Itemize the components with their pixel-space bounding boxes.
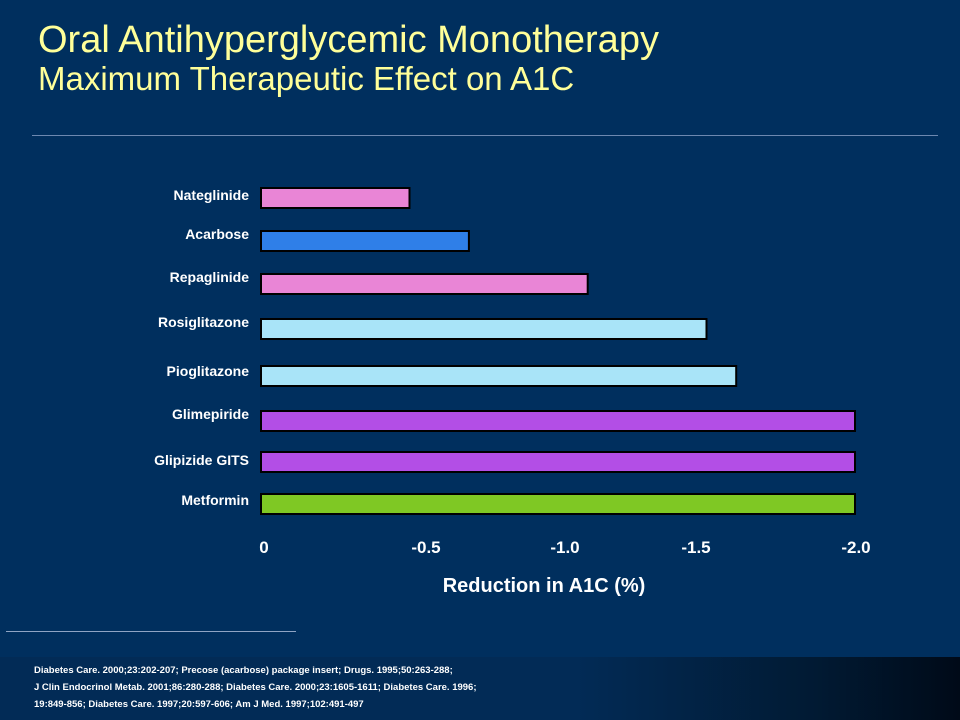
tick-label: 0 xyxy=(259,538,268,557)
bar-glimepiride xyxy=(260,410,856,432)
category-label: Repaglinide xyxy=(170,269,250,285)
slide-title: Oral Antihyperglycemic Monotherapy Maxim… xyxy=(38,19,659,98)
category-label: Nateglinide xyxy=(174,187,250,203)
bar-metformin xyxy=(260,493,856,515)
bar-pioglitazone xyxy=(260,365,738,387)
reference-line: J Clin Endocrinol Metab. 2001;86:280-288… xyxy=(34,682,477,693)
category-label: Metformin xyxy=(181,492,249,508)
category-label: Rosiglitazone xyxy=(158,314,249,330)
x-axis-title: Reduction in A1C (%) xyxy=(443,575,646,597)
references: Diabetes Care. 2000;23:202-207; Precose … xyxy=(34,662,634,713)
bars-group xyxy=(260,187,856,515)
tick-label: -1.0 xyxy=(550,538,579,557)
reference-line: 19:849-856; Diabetes Care. 1997;20:597-6… xyxy=(34,699,364,710)
bar-glipizide-gits xyxy=(260,451,856,473)
title-divider xyxy=(32,135,938,136)
category-label: Acarbose xyxy=(185,226,249,242)
bar-nateglinide xyxy=(260,187,411,209)
tick-labels-group: 0 -0.5 -1.0 -1.5 -2.0 xyxy=(259,538,870,557)
bar-chart: Nateglinide Acarbose Repaglinide Rosiglitaz… xyxy=(154,187,871,597)
tick-label: -2.0 xyxy=(841,538,870,557)
bar-acarbose xyxy=(260,230,470,252)
title-main: Oral Antihyperglycemic Monotherapy xyxy=(38,19,659,61)
bar-rosiglitazone xyxy=(260,318,708,340)
category-label: Glipizide GITS xyxy=(154,452,249,468)
bar-repaglinide xyxy=(260,273,589,295)
tick-label: -1.5 xyxy=(681,538,710,557)
reference-line: Diabetes Care. 2000;23:202-207; Precose … xyxy=(34,665,453,676)
footnote-divider xyxy=(6,631,296,632)
footer-band xyxy=(0,657,960,720)
title-subtitle: Maximum Therapeutic Effect on A1C xyxy=(38,60,575,98)
category-label: Glimepiride xyxy=(172,406,249,422)
tick-label: -0.5 xyxy=(411,538,440,557)
category-label: Pioglitazone xyxy=(167,363,250,379)
category-labels-group: Nateglinide Acarbose Repaglinide Rosiglitaz… xyxy=(154,187,249,508)
